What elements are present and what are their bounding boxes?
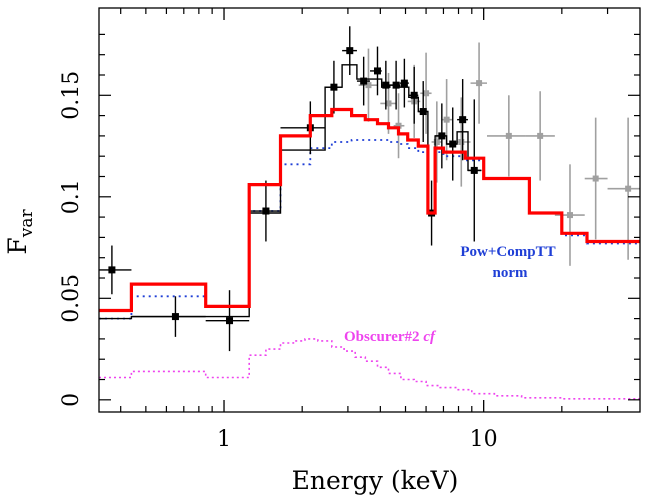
black-data-point xyxy=(356,56,371,106)
gray-data-point xyxy=(441,79,453,161)
data-marker xyxy=(476,80,483,87)
data-marker xyxy=(566,212,573,219)
y-tick-label: 0.15 xyxy=(59,71,84,120)
black-data-point xyxy=(399,58,409,108)
data-marker xyxy=(537,132,544,139)
y-axis-title-main: F xyxy=(3,237,32,254)
data-marker xyxy=(171,313,179,321)
data-marker xyxy=(443,116,450,123)
black-data-point xyxy=(457,79,468,161)
data-marker xyxy=(226,317,234,325)
gray-data-point xyxy=(358,48,378,122)
annotation-obscurer-text: Obscurer#2 xyxy=(344,329,423,345)
y-axis-title-sub: var xyxy=(17,209,37,239)
data-marker xyxy=(505,132,512,139)
magenta-model-line xyxy=(99,338,640,400)
black-data-point xyxy=(418,81,428,142)
data-marker xyxy=(400,79,408,87)
black-data-point xyxy=(408,66,419,124)
black-data-point xyxy=(205,290,250,352)
data-marker xyxy=(433,138,440,145)
data-marker xyxy=(108,266,116,274)
data-marker xyxy=(625,185,632,192)
plot-frame xyxy=(98,7,641,413)
y-tick-label: 0.05 xyxy=(59,274,84,323)
black-data-point xyxy=(342,26,357,75)
annotation-pow-line2: norm xyxy=(493,265,529,281)
labels-layer: Energy (keV) Fvar Pow+CompTT norm Obscur… xyxy=(3,209,556,495)
black-data-point xyxy=(99,245,132,295)
gray-data-point xyxy=(470,42,488,124)
data-marker xyxy=(365,82,372,89)
data-marker xyxy=(438,132,446,140)
y-tick-label: 0 xyxy=(59,393,84,407)
gray-data-point xyxy=(393,93,405,159)
black-hist-line xyxy=(99,64,482,320)
x-axis-title: Energy (keV) xyxy=(292,466,459,495)
annotation-obscurer-italic: cf xyxy=(423,329,437,345)
black-data-point xyxy=(467,99,482,242)
black-data-point xyxy=(389,60,400,110)
black-data-point xyxy=(446,107,458,181)
data-marker xyxy=(419,108,427,116)
data-marker xyxy=(392,81,400,89)
data-marker xyxy=(423,90,430,97)
data-marker xyxy=(385,100,392,107)
data-marker xyxy=(373,67,381,75)
black-data-point xyxy=(325,60,343,114)
annotation-obscurer: Obscurer#2 cf xyxy=(344,329,437,345)
gray-data-point xyxy=(554,164,585,266)
annotation-pow-line1: Pow+CompTT xyxy=(460,244,555,260)
data-marker xyxy=(346,47,354,55)
data-marker xyxy=(395,122,402,129)
data-marker xyxy=(459,116,467,124)
axes-layer: 1 10 0 0.05 0.1 0.15 xyxy=(59,7,641,452)
blue-model-line xyxy=(99,139,640,320)
black-data-point xyxy=(249,180,281,242)
data-marker xyxy=(458,138,465,145)
series-layer xyxy=(99,26,640,400)
black-data-point xyxy=(435,103,447,169)
data-marker xyxy=(592,175,599,182)
gray-data-point xyxy=(431,101,442,183)
x-tick-label: 10 xyxy=(470,427,498,452)
gray-data-point xyxy=(420,52,432,134)
gray-data-points xyxy=(358,42,640,266)
data-marker xyxy=(449,140,457,148)
black-data-point xyxy=(370,46,382,96)
data-marker xyxy=(410,91,418,99)
gray-data-point xyxy=(607,117,640,260)
black-data-points xyxy=(99,26,482,352)
x-tick-label: 1 xyxy=(217,427,231,452)
y-axis-title: Fvar xyxy=(3,209,37,255)
gray-data-point xyxy=(584,117,608,240)
black-data-point xyxy=(280,101,326,155)
data-marker xyxy=(470,166,478,174)
data-marker xyxy=(330,83,338,91)
red-model-line xyxy=(99,107,640,313)
y-tick-label: 0.1 xyxy=(59,179,84,214)
black-data-point xyxy=(131,296,206,337)
black-data-point xyxy=(381,60,390,110)
data-marker xyxy=(360,77,368,85)
gray-data-point xyxy=(487,95,526,177)
data-marker xyxy=(382,81,390,89)
data-marker xyxy=(262,207,270,215)
gray-data-point xyxy=(525,91,555,181)
